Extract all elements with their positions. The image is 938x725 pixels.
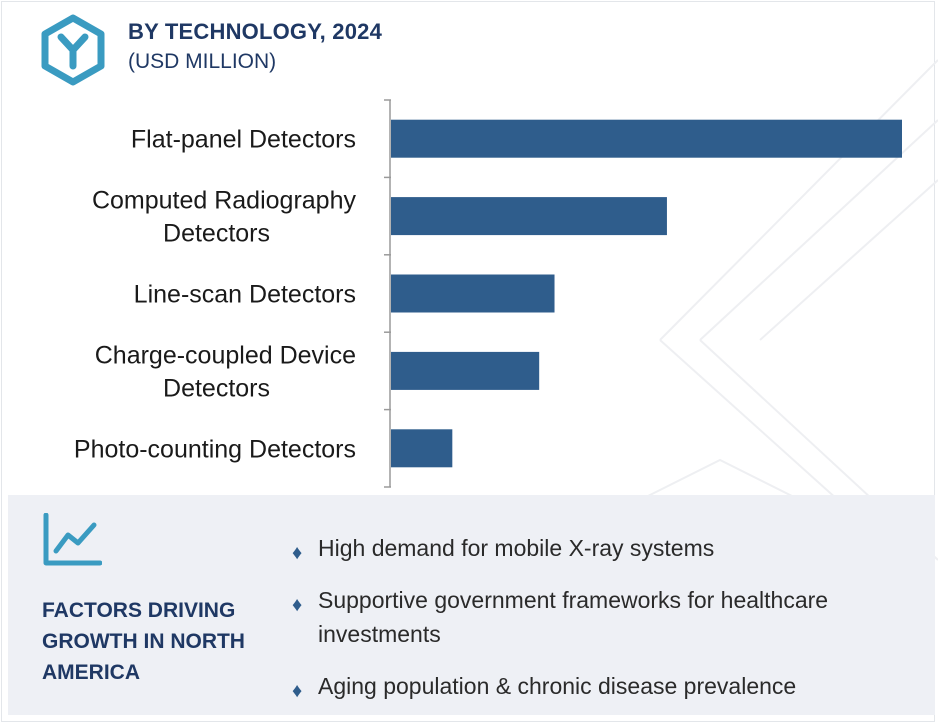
chart-title: BY TECHNOLOGY, 2024: [128, 19, 383, 44]
category-label: Flat-panel Detectors: [131, 126, 356, 154]
factor-text: Aging population & chronic disease preva…: [318, 673, 797, 699]
factor-item: ♦ Supportive government frameworks for h…: [286, 583, 906, 651]
diamond-bullet-icon: ♦: [292, 680, 303, 702]
category-label-line: Charge-coupled Device: [95, 341, 356, 369]
diamond-bullet-icon: ♦: [292, 542, 303, 564]
category-label: Charge-coupled Device Detectors: [95, 341, 356, 402]
category-label-line: Photo-counting Detectors: [74, 435, 356, 463]
factor-text: High demand for mobile X-ray systems: [318, 535, 715, 561]
factor-text: Supportive government frameworks for hea…: [318, 587, 829, 647]
trend-chart-icon: [43, 513, 102, 566]
bar: [391, 429, 453, 468]
category-label-line: Flat-panel Detectors: [131, 126, 356, 154]
factors-panel: FACTORS DRIVING GROWTH IN NORTH AMERICA …: [8, 495, 935, 715]
category-label-line: Line-scan Detectors: [134, 281, 356, 309]
chart-subtitle: (USD MILLION): [128, 50, 277, 73]
bar: [391, 274, 555, 313]
category-label: Photo-counting Detectors: [74, 435, 356, 463]
category-label: Computed Radiography Detectors: [92, 187, 357, 248]
hexagon-y-logo-icon: [41, 14, 105, 86]
factors-list: ♦ High demand for mobile X-ray systems ♦…: [286, 531, 906, 721]
category-label-line: Computed Radiography: [92, 187, 357, 215]
bar: [391, 197, 667, 236]
bar-chart: Flat-panel Detectors Computed Radiography…: [74, 99, 902, 488]
category-label-line: Detectors: [163, 220, 270, 248]
bar: [391, 119, 902, 158]
bar: [391, 351, 540, 390]
category-label-line: Detectors: [163, 374, 270, 402]
factor-item: ♦ High demand for mobile X-ray systems: [286, 531, 906, 565]
category-label: Line-scan Detectors: [134, 281, 356, 309]
factors-panel-title: FACTORS DRIVING GROWTH IN NORTH AMERICA: [42, 599, 245, 684]
factor-item: ♦ Aging population & chronic disease pre…: [286, 669, 906, 703]
diamond-bullet-icon: ♦: [292, 594, 303, 616]
